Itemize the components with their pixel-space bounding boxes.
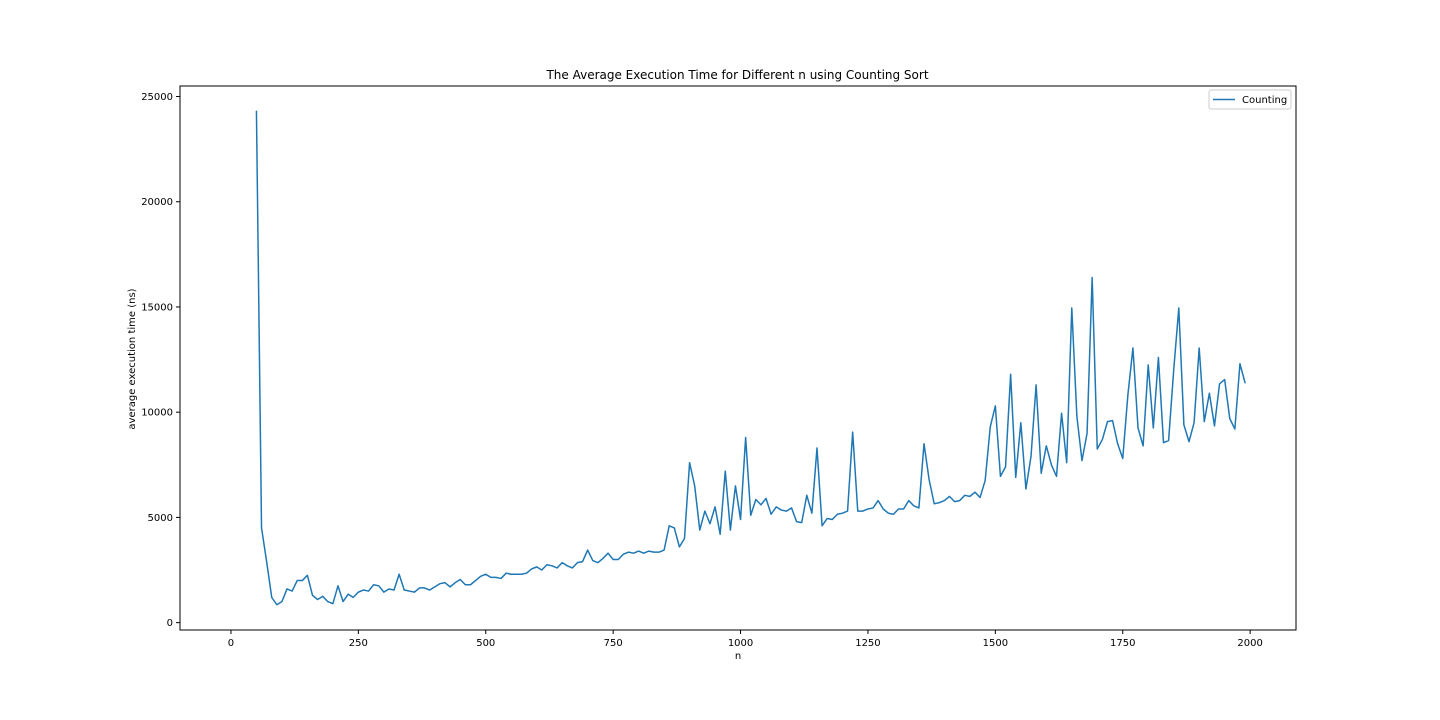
y-tick-label: 20000 [141,197,173,208]
x-tick-label: 0 [228,638,234,649]
legend-label-counting: Counting [1242,95,1287,106]
x-tick-label: 500 [476,638,495,649]
x-tick-label: 2000 [1237,638,1262,649]
legend-box [1208,89,1292,110]
y-tick-label: 5000 [148,513,173,524]
y-tick-label: 25000 [141,92,173,103]
y-tick-label: 0 [167,618,173,629]
x-tick-label: 1500 [983,638,1008,649]
x-tick-label: 1250 [855,638,880,649]
chart-title: The Average Execution Time for Different… [545,68,928,82]
x-tick-label: 1000 [728,638,753,649]
axes-frame [179,85,1297,631]
y-axis-label: average execution time (ns) [127,288,138,429]
series-line-counting [255,110,1246,606]
x-tick-label: 250 [349,638,368,649]
x-tick-label: 1750 [1110,638,1135,649]
x-axis-label: n [735,651,741,662]
x-tick-label: 750 [604,638,623,649]
y-tick-label: 10000 [141,408,173,419]
y-axis: 0 5000 10000 15000 20000 25000 [141,92,180,629]
y-tick-label: 15000 [141,302,173,313]
plot-area [179,85,1297,631]
legend: Counting [1208,89,1292,110]
x-axis: 0 250 500 750 1000 1250 1500 1750 2000 [228,630,1263,649]
